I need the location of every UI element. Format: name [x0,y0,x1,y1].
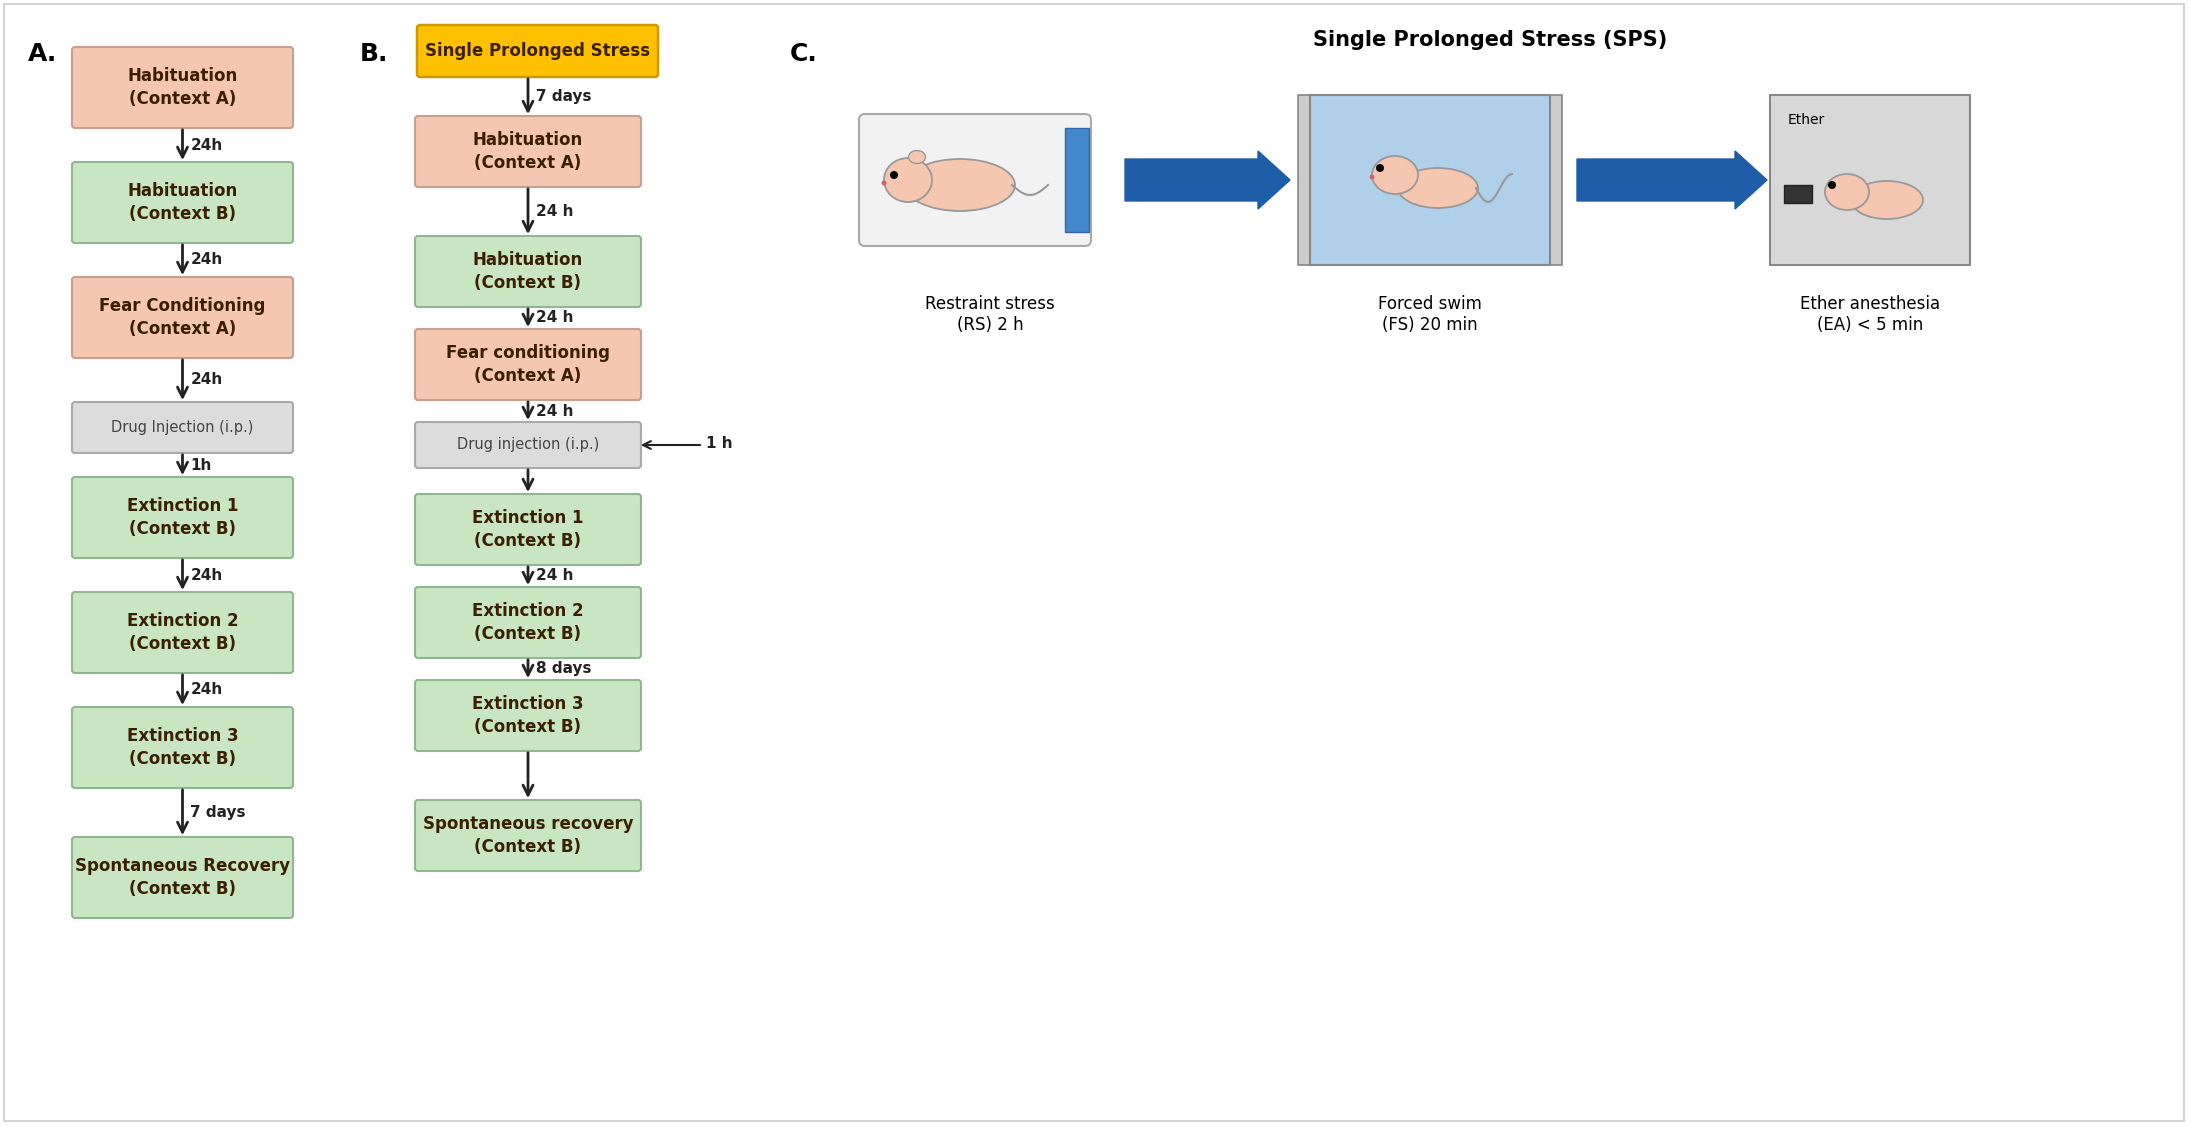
Text: B.: B. [361,42,389,66]
Text: 24 h: 24 h [536,568,573,584]
Text: Restraint stress
(RS) 2 h: Restraint stress (RS) 2 h [926,295,1055,334]
Text: C.: C. [790,42,818,66]
Text: Spontaneous Recovery
(Context B): Spontaneous Recovery (Context B) [74,857,291,898]
FancyArrow shape [1578,151,1768,209]
Text: Spontaneous recovery
(Context B): Spontaneous recovery (Context B) [422,814,632,856]
Text: 24h: 24h [190,137,223,153]
Bar [1549,94,1562,266]
FancyBboxPatch shape [416,587,641,658]
Text: Drug injection (i.p.): Drug injection (i.p.) [457,438,600,452]
Text: A.: A. [28,42,57,66]
FancyBboxPatch shape [72,706,293,788]
Text: Fear Conditioning
(Context A): Fear Conditioning (Context A) [98,297,265,339]
Ellipse shape [1398,168,1479,208]
Text: 24 h: 24 h [536,404,573,418]
Bar [1770,94,1969,266]
Text: 24 h: 24 h [536,204,573,219]
FancyBboxPatch shape [416,422,641,468]
Text: Drug Injection (i.p.): Drug Injection (i.p.) [112,420,254,435]
Bar [1783,184,1812,202]
Text: Extinction 3
(Context B): Extinction 3 (Context B) [473,695,584,736]
Ellipse shape [908,151,926,163]
Text: Ether anesthesia
(EA) < 5 min: Ether anesthesia (EA) < 5 min [1801,295,1941,334]
Text: 1 h: 1 h [707,436,733,451]
Text: 24h: 24h [190,683,223,698]
Text: 24h: 24h [190,567,223,583]
FancyBboxPatch shape [416,494,641,565]
Bar [1297,94,1311,266]
FancyBboxPatch shape [72,837,293,918]
Circle shape [882,180,886,186]
Bar [1066,128,1090,232]
FancyBboxPatch shape [72,477,293,558]
Ellipse shape [884,158,932,202]
Text: Habituation
(Context A): Habituation (Context A) [127,66,238,108]
Circle shape [1376,164,1385,172]
FancyBboxPatch shape [72,277,293,358]
Text: 7 days: 7 days [536,89,591,104]
Text: Habituation
(Context B): Habituation (Context B) [473,251,584,292]
Text: Forced swim
(FS) 20 min: Forced swim (FS) 20 min [1378,295,1481,334]
FancyBboxPatch shape [72,162,293,243]
Text: 7 days: 7 days [190,806,245,820]
FancyBboxPatch shape [416,236,641,307]
Circle shape [1827,181,1836,189]
Text: 1h: 1h [190,458,212,472]
Text: Extinction 1
(Context B): Extinction 1 (Context B) [127,497,238,538]
FancyBboxPatch shape [416,800,641,871]
FancyBboxPatch shape [416,116,641,187]
Ellipse shape [1825,174,1869,210]
Text: Extinction 1
(Context B): Extinction 1 (Context B) [473,508,584,550]
Circle shape [1370,174,1374,180]
Text: Extinction 3
(Context B): Extinction 3 (Context B) [127,727,238,768]
Text: 24h: 24h [190,372,223,387]
Text: 8 days: 8 days [536,662,591,676]
FancyBboxPatch shape [416,680,641,752]
Text: Habituation
(Context A): Habituation (Context A) [473,130,584,172]
FancyArrow shape [1125,151,1291,209]
Ellipse shape [1372,156,1418,193]
Circle shape [891,171,897,179]
FancyBboxPatch shape [72,47,293,128]
Text: Single Prolonged Stress: Single Prolonged Stress [424,42,650,60]
Text: Extinction 2
(Context B): Extinction 2 (Context B) [473,602,584,643]
Bar [1311,94,1549,266]
Text: Single Prolonged Stress (SPS): Single Prolonged Stress (SPS) [1313,30,1667,50]
FancyBboxPatch shape [860,114,1092,246]
FancyBboxPatch shape [72,592,293,673]
Ellipse shape [906,159,1015,212]
FancyBboxPatch shape [416,328,641,400]
Text: Fear conditioning
(Context A): Fear conditioning (Context A) [446,344,610,385]
Ellipse shape [1851,181,1923,219]
Text: 24 h: 24 h [536,310,573,325]
Text: Extinction 2
(Context B): Extinction 2 (Context B) [127,612,238,654]
Text: 24h: 24h [190,252,223,268]
Text: Habituation
(Context B): Habituation (Context B) [127,182,238,223]
Text: Ether: Ether [1788,112,1825,127]
FancyBboxPatch shape [72,402,293,453]
FancyBboxPatch shape [418,25,659,76]
